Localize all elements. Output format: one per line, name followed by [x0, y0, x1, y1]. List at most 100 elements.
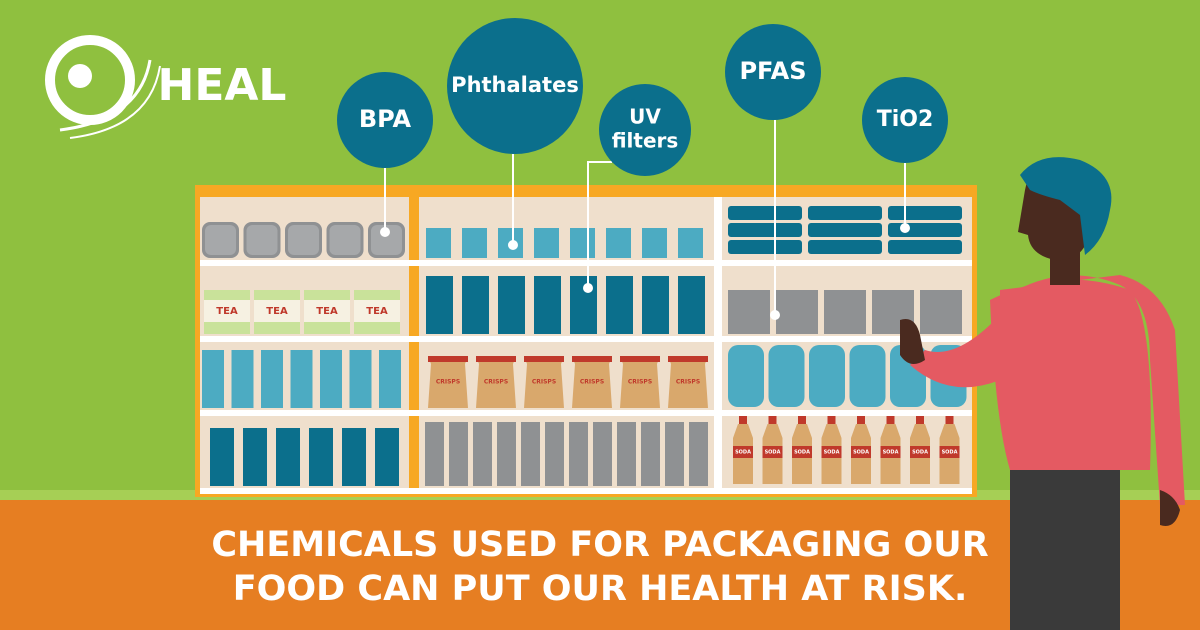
leader-dot — [380, 227, 390, 237]
chemical-bubble — [725, 24, 821, 120]
soda-band — [851, 446, 871, 458]
box — [449, 422, 468, 486]
leader-dot — [508, 240, 518, 250]
bottle-cap — [857, 416, 865, 424]
tea-band — [204, 300, 250, 322]
crisps-bag — [668, 356, 708, 408]
bar-pack — [888, 223, 962, 237]
box — [210, 428, 234, 486]
tub — [849, 345, 886, 407]
crisps-label: CRISPS — [628, 379, 652, 386]
box — [678, 228, 703, 258]
chemical-label: BPA — [359, 105, 412, 133]
crisps-bag — [476, 356, 516, 408]
logo-swoosh — [69, 65, 161, 139]
box — [521, 422, 540, 486]
soda-label: SODA — [765, 450, 781, 456]
bar-pack — [808, 206, 882, 220]
bottle-cap — [827, 416, 836, 424]
bar-pack — [728, 240, 802, 254]
box — [309, 428, 333, 486]
box — [349, 350, 372, 408]
shelf-divider — [409, 197, 419, 492]
box — [290, 350, 313, 408]
person-body — [990, 279, 1151, 470]
leader-dot — [900, 223, 910, 233]
bar-pack — [888, 206, 962, 220]
box — [728, 290, 770, 334]
bar-pack — [888, 240, 962, 254]
headline: CHEMICALS USED FOR PACKAGING OUR FOOD CA… — [211, 525, 988, 609]
crisps-top — [428, 356, 468, 362]
bottle-cap — [886, 416, 895, 424]
soda-band — [733, 446, 753, 458]
box — [534, 228, 559, 258]
box — [473, 422, 492, 486]
soda-label: SODA — [794, 450, 810, 456]
crisps-bag — [428, 356, 468, 408]
bottle-cap — [916, 416, 924, 424]
soda-label: SODA — [824, 450, 840, 456]
box — [569, 422, 588, 486]
box — [243, 428, 267, 486]
tub — [768, 345, 805, 407]
leader-dot — [583, 283, 593, 293]
box — [202, 350, 224, 408]
logo-swoosh — [59, 59, 152, 132]
soda-band — [821, 446, 842, 458]
tub — [809, 345, 845, 407]
box — [920, 290, 962, 334]
tea-band — [254, 300, 300, 322]
can-lid — [371, 225, 402, 255]
soda-band — [880, 446, 901, 458]
shelf-board — [200, 488, 972, 494]
box — [462, 228, 487, 258]
chemical-bubble — [337, 72, 433, 168]
bar-pack — [728, 206, 802, 220]
box — [231, 350, 254, 408]
box — [776, 290, 818, 334]
box — [375, 428, 399, 486]
person-arm-back — [1000, 275, 1185, 505]
chemical-label: Phthalates — [451, 73, 579, 97]
shelf-unit: TEA TEA TEA TEA CRISPS CRISPS CRISPS CRISPS CRIS… — [195, 185, 977, 497]
box — [642, 276, 669, 334]
box — [276, 428, 300, 486]
logo-dot — [68, 64, 92, 88]
can-lid — [329, 225, 361, 255]
tea-band — [354, 300, 400, 322]
box — [665, 422, 684, 486]
soda-label: SODA — [853, 450, 869, 456]
soda-label: SODA — [912, 450, 928, 456]
shelf-board — [200, 410, 972, 416]
crisps-bag — [620, 356, 660, 408]
chemical-label: PFAS — [739, 57, 806, 85]
box — [570, 276, 597, 334]
chemical-label: filters — [612, 129, 679, 153]
chemical-label: TiO2 — [877, 107, 934, 132]
logo: HEAL — [45, 35, 287, 139]
person-hand — [900, 319, 925, 364]
soda-label: SODA — [735, 450, 751, 456]
shelf-board — [200, 336, 972, 342]
box — [824, 290, 866, 334]
crisps-top — [524, 356, 564, 362]
box — [426, 228, 451, 258]
box — [545, 422, 564, 486]
logo-text: HEAL — [158, 60, 287, 111]
can-lid — [205, 225, 236, 255]
crisps-top — [476, 356, 516, 362]
person-hand — [1160, 490, 1180, 526]
tea-band — [304, 300, 350, 322]
crisps-bag — [524, 356, 564, 408]
chemical-bubble — [599, 84, 691, 176]
headline-line: FOOD CAN PUT OUR HEALTH AT RISK. — [233, 569, 968, 609]
chemical-bubble — [862, 77, 948, 163]
soda-band — [910, 446, 930, 458]
tea-label: TEA — [366, 306, 388, 317]
shelf-divider — [714, 197, 722, 492]
box — [498, 276, 525, 334]
